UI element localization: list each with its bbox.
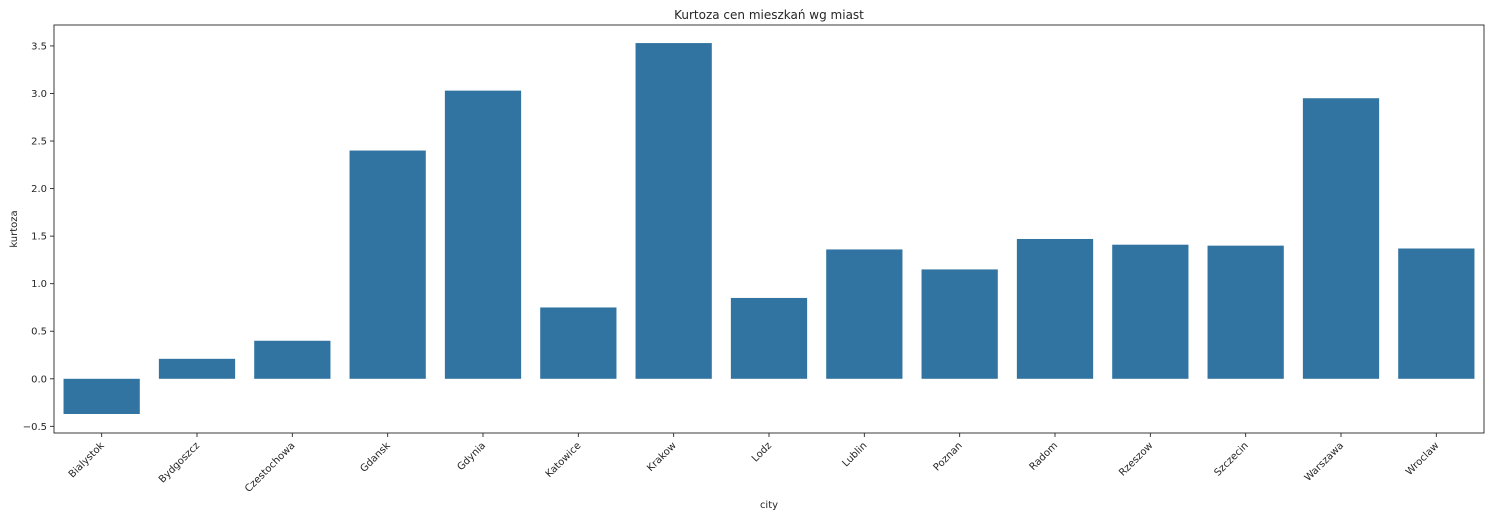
bar-krakow (635, 43, 712, 379)
y-axis-ticks: −0.5 0.0 0.5 1.0 1.5 2.0 2.5 3.0 3.5 (23, 41, 54, 433)
y-tick-label: 2.5 (31, 137, 47, 148)
bar-poznan (921, 269, 998, 379)
bar-gdynia (444, 90, 522, 379)
x-tick-label: Bialystok (67, 440, 107, 480)
y-tick-label: 1.5 (31, 232, 47, 243)
y-tick-label: 0.0 (31, 374, 47, 385)
x-tick-label: Szczecin (1213, 440, 1251, 478)
y-axis-title: kurtoza (9, 210, 20, 247)
x-axis-ticks: Bialystok Bydgoszcz Czestochowa Gdansk Gdyni… (67, 433, 1441, 495)
x-tick-label: Krakow (645, 440, 679, 474)
y-tick-label: 3.0 (31, 89, 47, 100)
x-tick-label: Czestochowa (243, 440, 297, 494)
bar-czestochowa (254, 340, 331, 379)
bar-rzeszow (1112, 244, 1189, 379)
x-tick-label: Rzeszow (1117, 440, 1155, 478)
bar-gdansk (349, 150, 426, 379)
bar-warszawa (1302, 98, 1380, 379)
y-tick-label: 3.5 (31, 41, 47, 52)
x-tick-label: Wroclaw (1404, 440, 1441, 477)
bar-lodz (730, 297, 808, 379)
x-axis-title: city (760, 500, 778, 511)
y-tick-label: −0.5 (23, 422, 47, 433)
x-tick-label: Poznan (932, 440, 965, 473)
bar-lublin (826, 249, 903, 379)
x-tick-label: Lodz (750, 440, 774, 464)
x-tick-label: Gdynia (455, 440, 488, 473)
chart-title: Kurtoza cen mieszkań wg miast (674, 8, 864, 22)
bar-radom (1016, 238, 1094, 379)
bar-katowice (540, 307, 617, 379)
bars-group (63, 43, 1475, 414)
bar-wroclaw (1398, 248, 1475, 379)
x-tick-label: Gdansk (358, 440, 392, 474)
bar-bialystok (63, 378, 140, 414)
y-tick-label: 0.5 (31, 327, 47, 338)
bar-bydgoszcz (158, 358, 236, 379)
x-tick-label: Radom (1028, 440, 1061, 473)
x-tick-label: Bydgoszcz (157, 440, 202, 485)
y-tick-label: 1.0 (31, 279, 47, 290)
bar-szczecin (1207, 245, 1284, 379)
x-tick-label: Warszawa (1303, 440, 1346, 483)
x-tick-label: Katowice (544, 440, 584, 480)
plot-area-frame (53, 24, 1485, 434)
y-tick-label: 2.0 (31, 184, 47, 195)
x-tick-label: Lublin (840, 440, 869, 469)
